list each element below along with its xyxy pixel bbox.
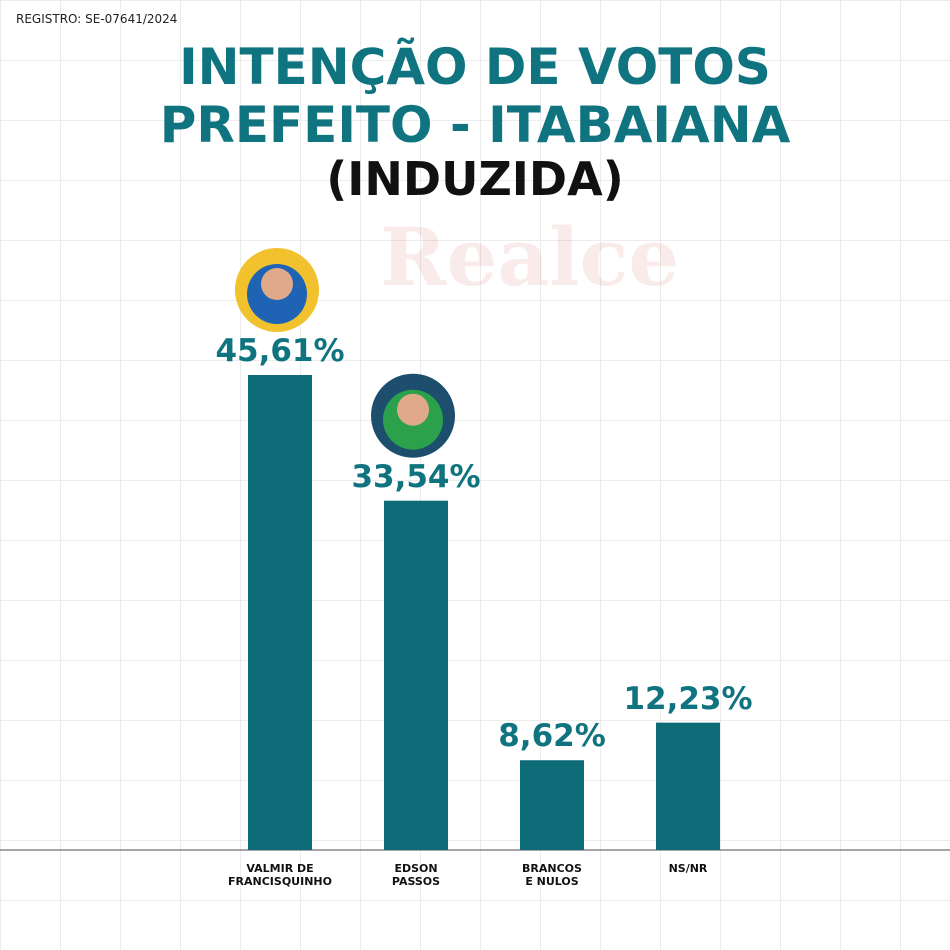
x-tick-label: EDSON PASSOS — [391, 862, 441, 888]
bar — [520, 760, 584, 850]
chart-subtitle: (INDUZIDA) — [326, 152, 624, 206]
value-label: 33,54% — [351, 458, 481, 495]
candidate-face — [261, 268, 293, 300]
bar — [656, 722, 720, 850]
registry-note: REGISTRO: SE-07641/2024 — [16, 12, 178, 26]
watermark: Realce — [380, 210, 680, 304]
x-tick-label: VALMIR DE FRANCISQUINHO — [228, 862, 332, 888]
x-tick-label: NS/NR — [668, 862, 708, 875]
value-label: 45,61% — [215, 333, 345, 369]
x-tick-label: BRANCOS E NULOS — [522, 862, 582, 888]
chart-title: INTENÇÃO DE VOTOS PREFEITO - ITABAIANA — [159, 38, 791, 154]
bar — [248, 375, 312, 850]
bar — [384, 500, 448, 850]
value-label: 12,23% — [623, 680, 753, 717]
value-label: 8,62% — [498, 718, 606, 755]
candidate-face — [397, 393, 429, 426]
